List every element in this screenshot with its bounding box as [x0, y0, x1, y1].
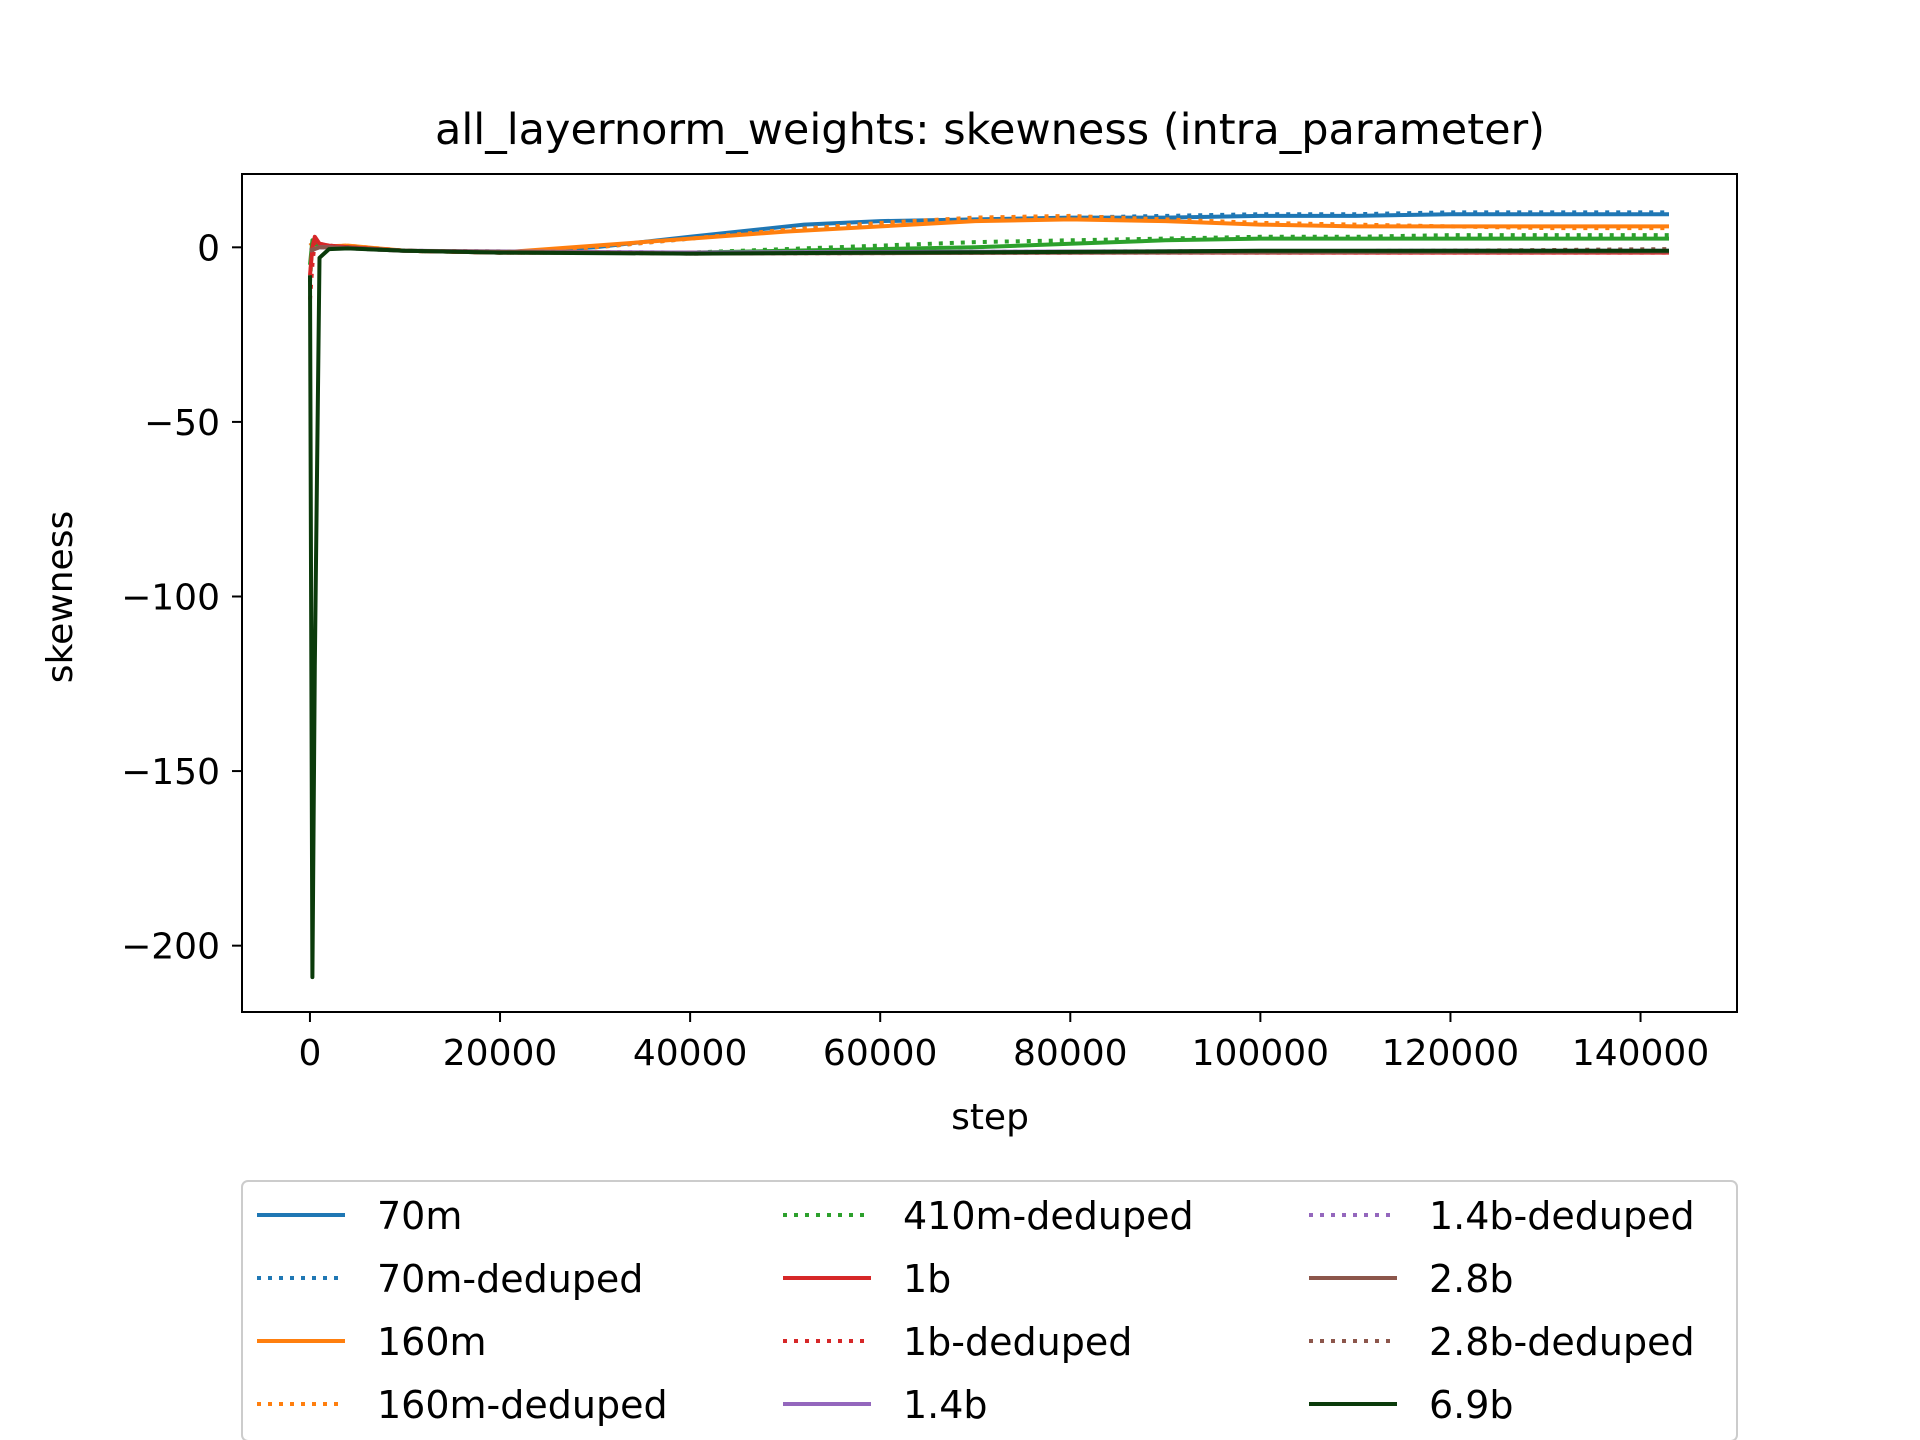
legend-label: 70m-deduped	[377, 1257, 643, 1301]
y-tick-label: −150	[121, 752, 220, 793]
legend-box	[241, 1180, 1738, 1440]
y-axis-label: skewness	[40, 511, 81, 683]
legend-label: 1.4b-deduped	[1429, 1194, 1695, 1238]
legend: 70m 70m-deduped 160m 160m-deduped 410m-dedup…	[241, 1180, 1738, 1440]
x-tick-label: 120000	[1382, 1033, 1519, 1074]
plot-area	[308, 210, 1670, 980]
x-tick-label: 0	[299, 1033, 322, 1074]
x-axis-ticks: 0 20000 40000 60000 80000 100000 120000 140000	[299, 1012, 1709, 1074]
x-tick-label: 100000	[1192, 1033, 1329, 1074]
legend-label: 2.8b	[1429, 1257, 1514, 1301]
x-tick-label: 60000	[823, 1033, 938, 1074]
legend-label: 1b	[903, 1257, 951, 1301]
legend-label: 70m	[377, 1194, 462, 1238]
y-tick-label: 0	[197, 228, 220, 269]
series-line-2.8b-deduped	[309, 245, 1670, 256]
x-axis-label: step	[951, 1097, 1029, 1138]
legend-label: 1b-deduped	[903, 1320, 1132, 1364]
legend-label: 160m-deduped	[377, 1383, 668, 1427]
series-line-6.9b	[308, 246, 1669, 980]
y-axis-ticks: 0 −50 −100 −150 −200	[121, 228, 242, 968]
legend-label: 160m	[377, 1320, 487, 1364]
legend-label: 410m-deduped	[903, 1194, 1194, 1238]
legend-label: 2.8b-deduped	[1429, 1320, 1695, 1364]
legend-label: 1.4b	[903, 1383, 988, 1427]
y-tick-label: −50	[144, 403, 220, 444]
legend-label: 6.9b	[1429, 1383, 1514, 1427]
y-tick-label: −100	[121, 577, 220, 618]
x-tick-label: 140000	[1572, 1033, 1709, 1074]
x-tick-label: 20000	[443, 1033, 558, 1074]
chart-title: all_layernorm_weights: skewness (intra_p…	[435, 105, 1545, 155]
y-tick-label: −200	[121, 927, 220, 968]
axes-frame	[241, 173, 1738, 1013]
x-tick-label: 40000	[633, 1033, 748, 1074]
x-tick-label: 80000	[1013, 1033, 1128, 1074]
